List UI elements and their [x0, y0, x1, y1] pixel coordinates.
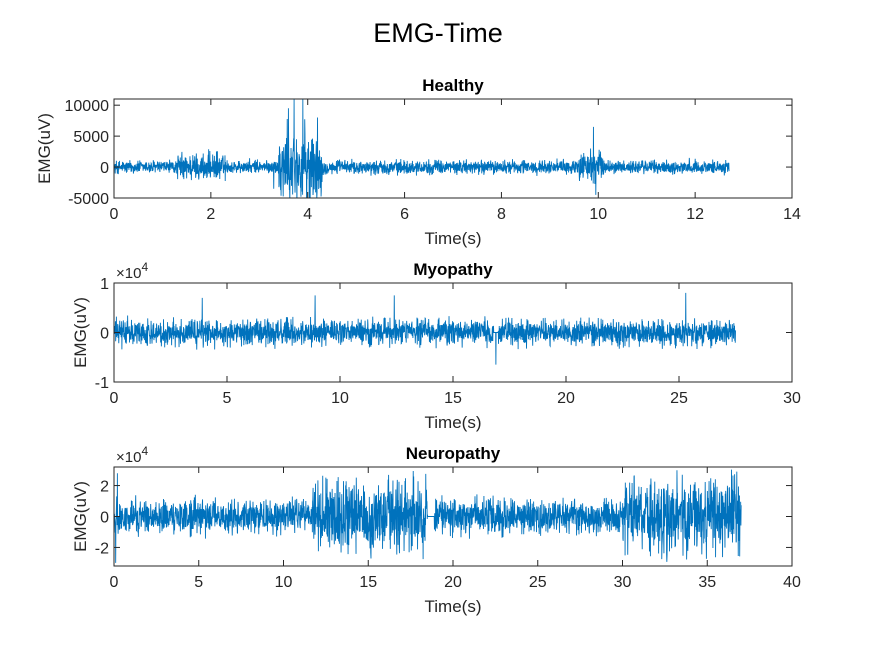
x-tick-label: 10 — [331, 390, 349, 407]
x-tick-label: 25 — [670, 390, 688, 407]
subplots: 0 2 4 6 8 10 12 14-50000500010000HealthyTime(s)… — [35, 76, 801, 616]
plot-area — [113, 98, 793, 199]
x-tick-label: 15 — [359, 574, 377, 591]
y-tick-label: 0 — [100, 510, 109, 527]
x-tick-label: 20 — [557, 390, 575, 407]
x-tick-label: 10 — [275, 574, 293, 591]
y-tick-label: -2 — [95, 540, 109, 557]
x-tick-label: 30 — [783, 390, 801, 407]
figure-title: EMG-Time — [373, 18, 503, 48]
x-tick-label: 15 — [444, 390, 462, 407]
y-tick-label: 2 — [100, 479, 109, 496]
subplot-myopathy: 0 5 10 15 20 25 30-101×104 MyopathyTime(s)EMG(u… — [71, 260, 801, 432]
subplot-healthy: 0 2 4 6 8 10 12 14-50000500010000HealthyTime(s)… — [35, 76, 801, 248]
y-tick-label: 1 — [100, 276, 109, 293]
y-tick-label: 5000 — [73, 129, 109, 146]
emg-series-line — [114, 99, 730, 198]
x-tick-label: 25 — [529, 574, 547, 591]
x-tick-label: 5 — [223, 390, 232, 407]
y-axis-label: EMG(uV) — [71, 297, 90, 368]
y-tick-label: 0 — [100, 326, 109, 343]
subplot-title: Myopathy — [413, 260, 493, 279]
x-axis-label: Time(s) — [425, 597, 482, 616]
subplot-title: Healthy — [422, 76, 484, 95]
x-axis-label: Time(s) — [425, 229, 482, 248]
emg-series-line — [114, 292, 736, 365]
x-tick-label: 35 — [698, 574, 716, 591]
x-tick-label: 40 — [783, 574, 801, 591]
y-tick-label: -5000 — [68, 191, 109, 208]
exponent-power: 4 — [141, 444, 148, 458]
exponent-power: 4 — [141, 260, 148, 274]
x-tick-label: 8 — [497, 206, 506, 223]
x-tick-label: 5 — [194, 574, 203, 591]
x-tick-label: 0 — [110, 574, 119, 591]
y-tick-label: 10000 — [65, 98, 110, 115]
y-exponent-label: ×104 — [116, 260, 148, 282]
x-axis-label: Time(s) — [425, 413, 482, 432]
x-tick-label: 4 — [303, 206, 312, 223]
emg-series-line — [114, 469, 742, 563]
x-tick-label: 2 — [206, 206, 215, 223]
x-tick-label: 14 — [783, 206, 801, 223]
y-tick-label: -1 — [95, 375, 109, 392]
x-tick-label: 0 — [110, 390, 119, 407]
y-axis-label: EMG(uV) — [35, 113, 54, 184]
x-tick-label: 30 — [614, 574, 632, 591]
y-axis-label: EMG(uV) — [71, 481, 90, 552]
x-tick-label: 10 — [589, 206, 607, 223]
exponent-base: ×10 — [116, 265, 141, 282]
x-tick-label: 6 — [400, 206, 409, 223]
y-exponent-label: ×104 — [116, 444, 148, 466]
x-tick-label: 20 — [444, 574, 462, 591]
x-tick-label: 0 — [110, 206, 119, 223]
exponent-base: ×10 — [116, 449, 141, 466]
subplot-title: Neuropathy — [406, 444, 501, 463]
y-tick-label: 0 — [100, 160, 109, 177]
x-tick-label: 12 — [686, 206, 704, 223]
subplot-neuropathy: 0 5 10 15 20 25 30 35 40-202×104 NeuropathyTime(s… — [71, 444, 801, 616]
